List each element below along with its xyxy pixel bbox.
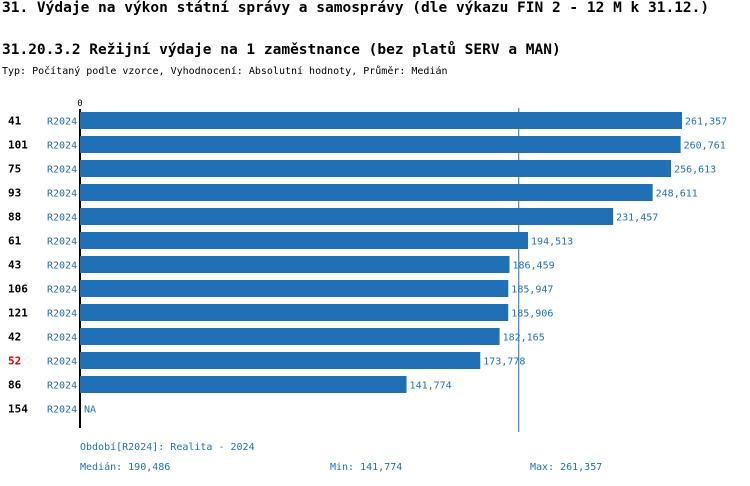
row-id-label: 93	[8, 187, 21, 200]
row-period-label: R2024	[47, 285, 77, 296]
bar-value-label: 186,459	[512, 261, 554, 272]
row-period-label: R2024	[47, 381, 77, 392]
row-id-label: 52	[8, 355, 21, 368]
bar	[80, 280, 509, 297]
row-period-label: R2024	[47, 333, 77, 344]
max-summary: Max: 261,357	[530, 462, 603, 473]
row-id-label: 101	[8, 139, 28, 152]
row-id-label: 154	[8, 403, 28, 416]
row-period-label: R2024	[47, 309, 77, 320]
bar-value-label: 248,611	[656, 189, 698, 200]
bar-value-label: 256,613	[674, 165, 716, 176]
bar	[80, 376, 407, 393]
bar-value-label: 141,774	[410, 381, 452, 392]
row-id-label: 42	[8, 331, 21, 344]
axis-origin-label: 0	[77, 99, 82, 109]
bar-value-label: NA	[84, 405, 96, 416]
row-period-label: R2024	[47, 117, 77, 128]
period-note: Období[R2024]: Realita - 2024	[80, 442, 255, 453]
row-id-label: 86	[8, 379, 22, 392]
bar	[80, 352, 481, 369]
row-id-label: 41	[8, 115, 22, 128]
indicator-title: 31.20.3.2 Režijní výdaje na 1 zaměstnanc…	[2, 42, 561, 58]
page-title: 31. Výdaje na výkon státní správy a samo…	[2, 0, 710, 16]
type-description: Typ: Počítaný podle vzorce, Vyhodnocení:…	[2, 66, 448, 77]
bar	[80, 256, 510, 273]
row-period-label: R2024	[47, 213, 77, 224]
row-id-label: 61	[8, 235, 22, 248]
bar-value-label: 261,357	[685, 117, 727, 128]
row-id-label: 75	[8, 163, 21, 176]
bar	[80, 160, 672, 177]
row-id-label: 43	[8, 259, 21, 272]
bar-value-label: 260,761	[684, 141, 726, 152]
row-period-label: R2024	[47, 141, 77, 152]
bar	[80, 232, 529, 249]
bar-value-label: 231,457	[616, 213, 658, 224]
bar-value-label: 185,906	[511, 309, 553, 320]
bar	[80, 304, 509, 321]
bar-value-label: 194,513	[531, 237, 573, 248]
row-period-label: R2024	[47, 357, 77, 368]
median-summary: Medián: 190,486	[80, 462, 171, 473]
row-id-label: 88	[8, 211, 21, 224]
row-id-label: 121	[8, 307, 28, 320]
bar-value-label: 185,947	[511, 285, 553, 296]
row-period-label: R2024	[47, 189, 77, 200]
row-period-label: R2024	[47, 165, 77, 176]
bar-value-label: 182,165	[503, 333, 545, 344]
bar	[80, 112, 682, 129]
min-summary: Min: 141,774	[330, 462, 403, 473]
bar	[80, 328, 500, 345]
row-period-label: R2024	[47, 405, 77, 416]
bar	[80, 184, 653, 201]
bar	[80, 136, 681, 153]
bar	[80, 208, 614, 225]
row-period-label: R2024	[47, 237, 77, 248]
row-id-label: 106	[8, 283, 28, 296]
row-period-label: R2024	[47, 261, 77, 272]
bar-value-label: 173,778	[483, 357, 525, 368]
